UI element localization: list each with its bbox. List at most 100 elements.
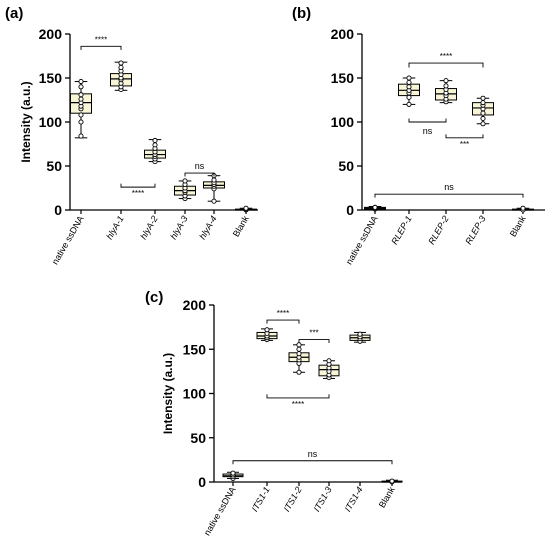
significance-bracket: **** bbox=[120, 183, 156, 198]
panel-label: (a) bbox=[5, 5, 23, 22]
data-point bbox=[152, 142, 158, 148]
x-tick-label: Blank bbox=[231, 214, 251, 239]
data-point bbox=[78, 78, 84, 85]
data-point bbox=[118, 60, 124, 66]
data-point bbox=[152, 137, 158, 144]
data-point bbox=[443, 78, 449, 84]
significance-label: **** bbox=[277, 309, 289, 318]
bracket-line bbox=[266, 394, 330, 399]
data-point bbox=[78, 112, 84, 118]
data-point bbox=[78, 119, 84, 125]
data-point bbox=[296, 346, 302, 352]
significance-label: **** bbox=[440, 52, 452, 61]
x-tick-label: RLEP-1 bbox=[389, 214, 413, 246]
data-point bbox=[357, 331, 363, 337]
panel-label: (c) bbox=[145, 289, 163, 306]
box-plot bbox=[203, 173, 225, 204]
box-plot bbox=[110, 60, 132, 92]
box-plot bbox=[398, 75, 420, 107]
data-point bbox=[480, 121, 486, 127]
significance-label: *** bbox=[460, 140, 469, 149]
y-tick-label: 100 bbox=[331, 114, 355, 130]
significance-bracket: **** bbox=[408, 52, 484, 68]
x-tick-label: ITS1-4 bbox=[343, 485, 365, 513]
significance-label: **** bbox=[132, 189, 144, 198]
significance-label: ns bbox=[423, 126, 433, 136]
x-tick-label: ITS1-1 bbox=[250, 485, 272, 513]
y-tick-label: 200 bbox=[39, 26, 63, 42]
box-plot bbox=[472, 95, 494, 127]
data-point bbox=[406, 84, 412, 90]
box-plot bbox=[288, 342, 310, 375]
bracket-line bbox=[80, 45, 122, 50]
box-plot bbox=[144, 137, 166, 165]
chart-panel-2: (b) 0 50 100 150 200 native ssDNA RLEP-1 RLEP-2 R… bbox=[292, 5, 545, 266]
data-point bbox=[296, 342, 302, 348]
x-tick-label: Blank bbox=[377, 485, 397, 510]
data-point bbox=[182, 178, 188, 184]
significance-bracket: *** bbox=[298, 329, 330, 344]
data-point bbox=[480, 95, 486, 101]
data-point bbox=[78, 84, 84, 90]
y-tick-label: 150 bbox=[331, 70, 355, 86]
data-point bbox=[406, 75, 412, 81]
box-plot bbox=[435, 78, 457, 105]
y-tick-label: 0 bbox=[54, 202, 62, 218]
x-tick-label: hlyA-4 bbox=[197, 214, 218, 241]
data-point bbox=[372, 204, 378, 210]
y-axis-title: Intensity (a.u.) bbox=[161, 353, 175, 434]
box-plot bbox=[70, 78, 92, 139]
data-point bbox=[211, 198, 217, 204]
box-plot bbox=[256, 327, 278, 343]
significance-bracket: **** bbox=[80, 35, 122, 50]
significance-bracket: ns bbox=[184, 161, 215, 177]
bracket-line bbox=[232, 460, 393, 465]
data-point bbox=[520, 205, 526, 211]
box-plot bbox=[174, 178, 196, 202]
y-tick-label: 150 bbox=[183, 341, 207, 357]
data-point bbox=[296, 351, 302, 357]
significance-label: ns bbox=[444, 182, 454, 192]
y-tick-label: 50 bbox=[190, 430, 206, 446]
x-tick-label: ITS1-2 bbox=[282, 485, 304, 513]
y-tick-label: 50 bbox=[46, 158, 62, 174]
bracket-line bbox=[374, 193, 524, 198]
box-plot bbox=[235, 205, 257, 213]
bracket-line bbox=[266, 319, 300, 324]
bracket-line bbox=[408, 62, 484, 68]
bracket-line bbox=[184, 172, 215, 177]
box-plot bbox=[512, 205, 534, 213]
data-point bbox=[78, 96, 84, 102]
data-point bbox=[406, 79, 412, 85]
y-tick-label: 100 bbox=[39, 114, 63, 130]
y-tick-label: 200 bbox=[331, 26, 355, 42]
significance-label: *** bbox=[309, 329, 318, 338]
data-point bbox=[480, 110, 486, 116]
data-point bbox=[389, 478, 395, 484]
x-tick-label: RLEP-2 bbox=[426, 214, 450, 246]
significance-bracket: ns bbox=[232, 449, 393, 465]
bracket-line bbox=[408, 118, 447, 123]
x-tick-label: hlyA-2 bbox=[138, 214, 159, 241]
y-tick-label: 100 bbox=[183, 386, 207, 402]
significance-label: ns bbox=[195, 161, 205, 171]
significance-bracket: **** bbox=[266, 394, 330, 409]
data-point bbox=[230, 470, 236, 476]
x-tick-label: native ssDNA bbox=[344, 214, 380, 266]
chart-panel-3: (c) 0 50 100 150 200 Intensity (a.u.) native ss… bbox=[145, 289, 403, 536]
bracket-line bbox=[298, 339, 330, 344]
x-tick-label: native ssDNA bbox=[50, 214, 86, 266]
data-point bbox=[406, 101, 412, 107]
data-point bbox=[326, 358, 332, 364]
significance-bracket: ns bbox=[374, 182, 524, 198]
significance-bracket: **** bbox=[266, 309, 300, 324]
y-tick-label: 50 bbox=[338, 158, 354, 174]
y-tick-label: 0 bbox=[346, 202, 354, 218]
data-point bbox=[78, 92, 84, 98]
data-point bbox=[118, 64, 124, 70]
data-point bbox=[296, 369, 302, 375]
data-point bbox=[406, 94, 412, 100]
x-tick-label: hlyA-1 bbox=[104, 214, 125, 241]
data-point bbox=[211, 177, 217, 183]
